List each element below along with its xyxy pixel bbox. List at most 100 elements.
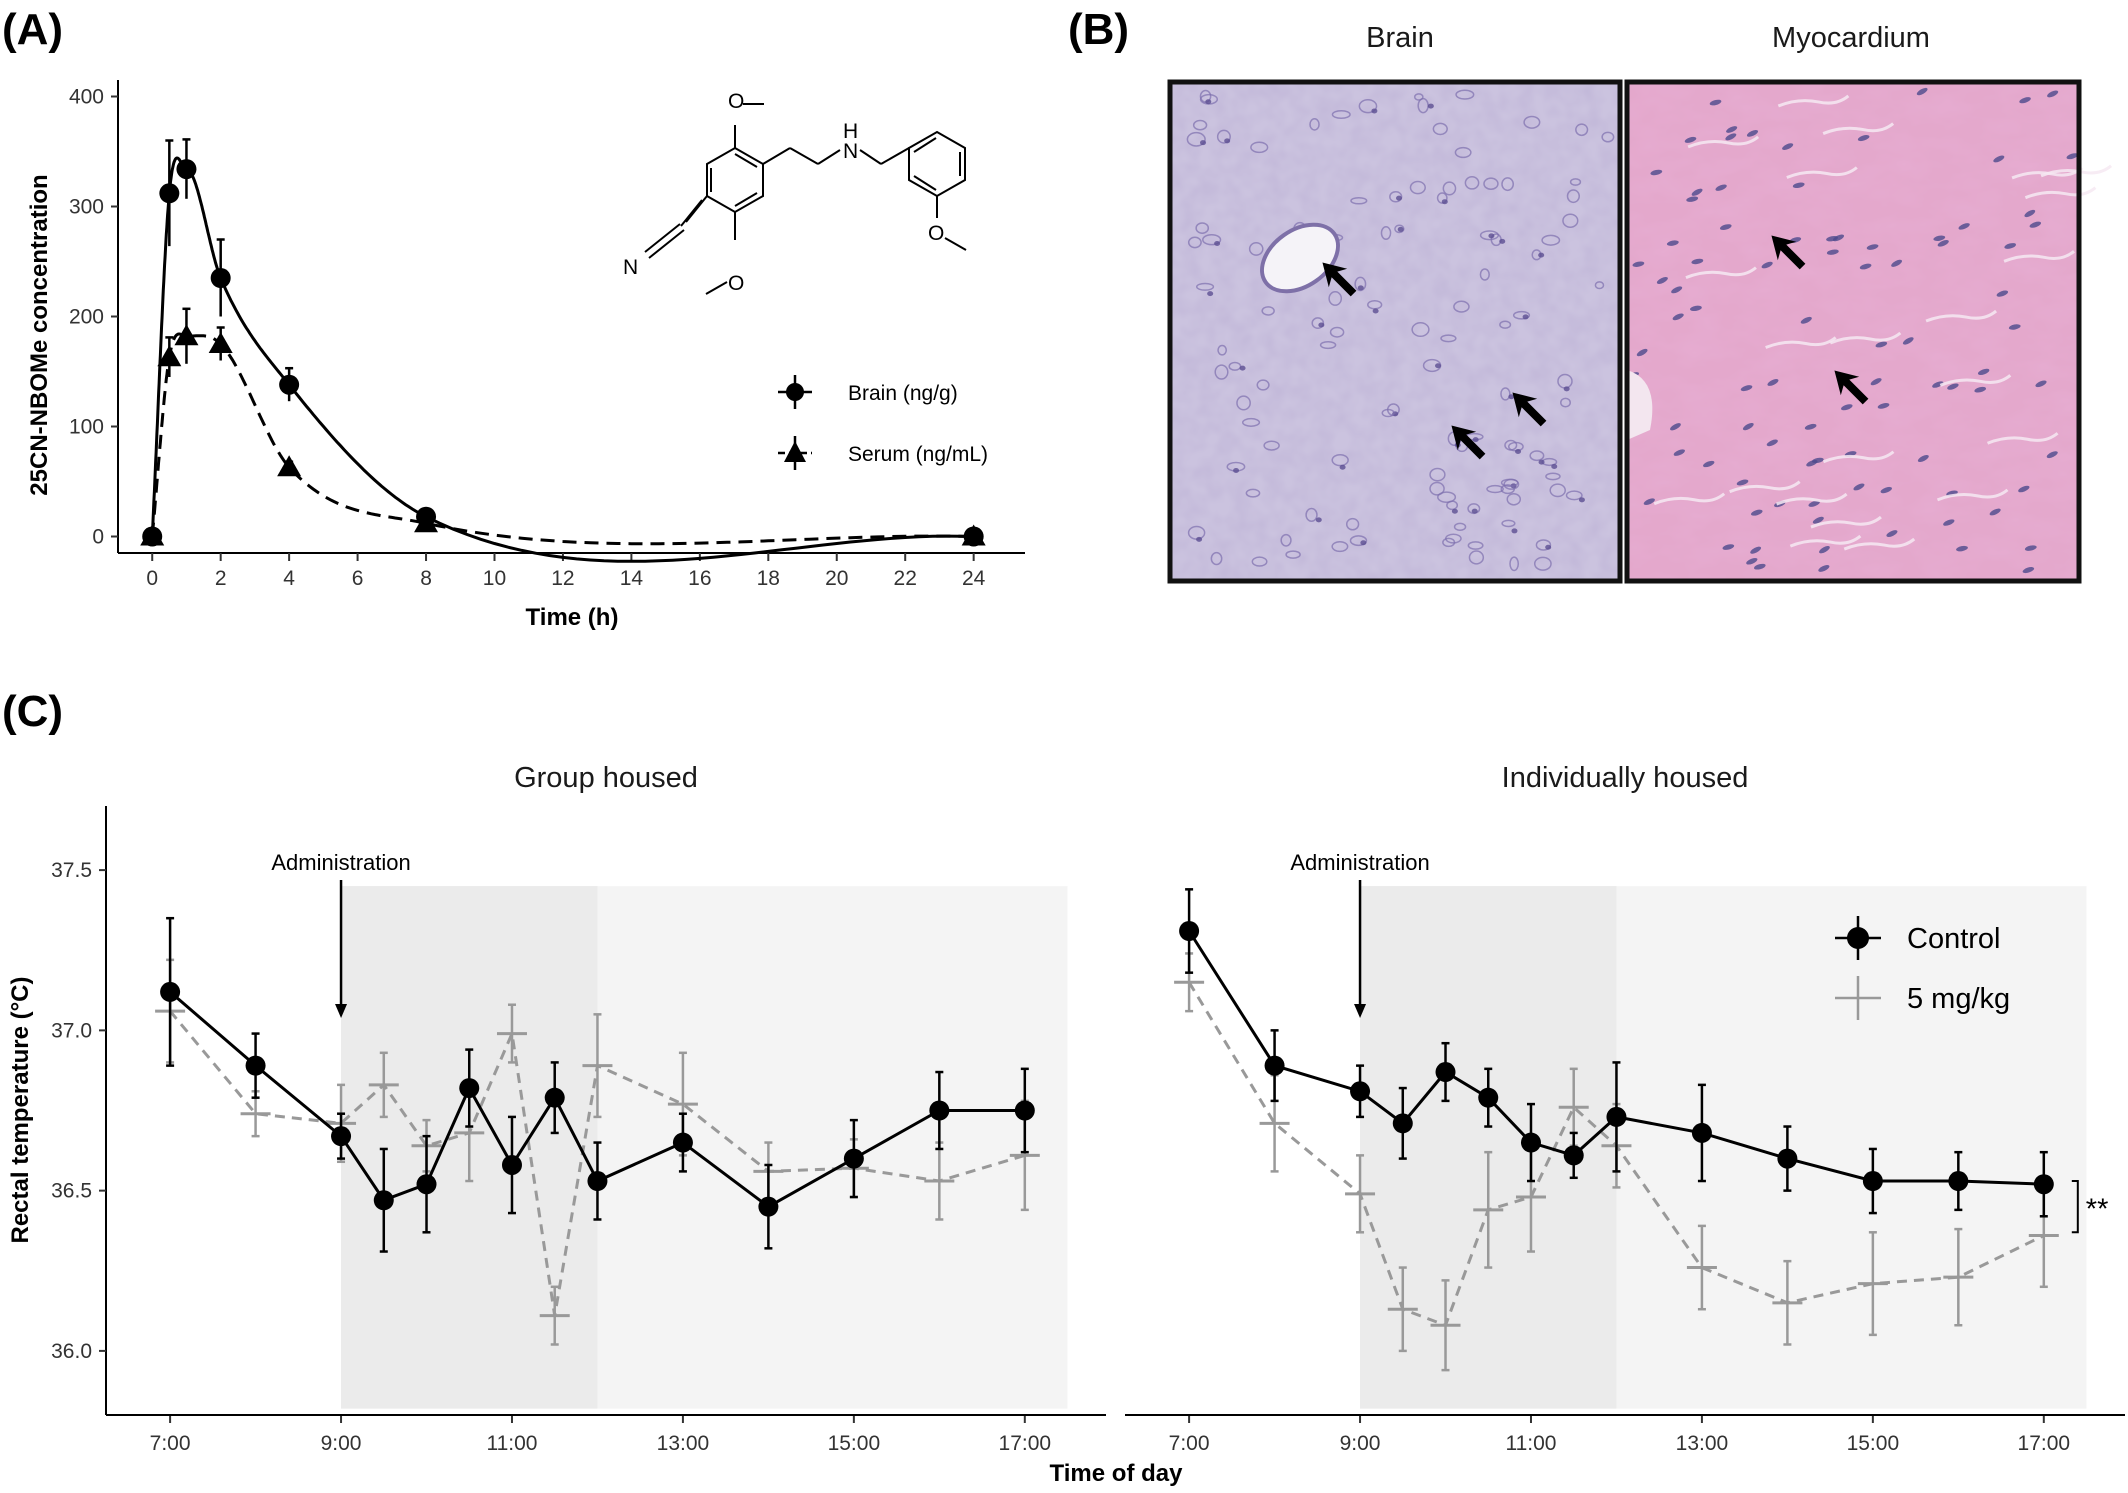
brain-cell [1442, 537, 1456, 548]
brain-cell [1429, 481, 1445, 496]
legend-serum-marker [784, 441, 806, 462]
brain-cell [1569, 178, 1582, 186]
myo-nucleus [2004, 243, 2017, 249]
myo-nucleus [1636, 348, 1648, 357]
myo-nucleus [1643, 498, 1655, 505]
brain-nucleus [1515, 449, 1522, 455]
myo-fiber-gap [2003, 250, 2076, 263]
pk-point-brain [176, 159, 197, 180]
brain-cell [1529, 450, 1545, 462]
control-point [1948, 1171, 1969, 1192]
pk-x-tick-label: 10 [483, 567, 506, 590]
arrow-icon [1512, 392, 1547, 427]
myo-fiber-gap [1786, 166, 1858, 179]
myo-fiber-gap [1822, 450, 1895, 464]
brain-nucleus [1196, 536, 1203, 542]
pk-y-tick-label: 300 [69, 196, 104, 219]
myo-nucleus [1880, 486, 1892, 494]
brain-nucleus [1205, 99, 1212, 105]
pk-x-tick-label: 20 [825, 567, 848, 590]
legend-control-label: Control [1907, 923, 2001, 955]
myo-nucleus [2066, 153, 2079, 160]
brain-cell [1455, 89, 1475, 100]
brain-cell [1305, 507, 1318, 522]
facet-title-individual: Individually housed [1502, 762, 1749, 794]
myo-nucleus [1819, 546, 1830, 554]
myo-fiber-gap [2024, 186, 2097, 200]
myo-nucleus [2018, 485, 2030, 493]
myo-nucleus [1656, 276, 1668, 284]
brain-cell [1250, 141, 1269, 154]
atom-h: H [843, 120, 858, 143]
myo-nucleus [1670, 423, 1681, 431]
brain-nucleus [1396, 195, 1403, 201]
myo-nucleus [1742, 422, 1754, 431]
temp-y-tick-label: 36.5 [51, 1180, 92, 1203]
brain-cell [1512, 310, 1531, 320]
brain-cell [1394, 224, 1405, 234]
myo-nucleus [2046, 451, 2058, 459]
brain-nucleus [1357, 285, 1364, 291]
brain-nucleus [1207, 291, 1214, 297]
myo-fiber-gap [1925, 309, 1998, 323]
myo-nucleus [1740, 385, 1753, 392]
brain-nucleus [1427, 103, 1434, 109]
myo-fiber-gap [1653, 492, 1726, 506]
brain-cell [1500, 484, 1515, 495]
myo-nucleus [2029, 221, 2042, 228]
myo-nucleus [1719, 224, 1732, 230]
temp-legend: Control 5 mg/kg [1835, 916, 2010, 1020]
brain-nucleus [1200, 140, 1207, 146]
pk-legend: Brain (ng/g) Serum (ng/mL) [778, 375, 988, 470]
brain-cell [1483, 177, 1499, 190]
temp-y-tick-label: 36.0 [51, 1340, 92, 1363]
myo-fiber-gap [1765, 336, 1837, 349]
myo-nucleus [1932, 381, 1944, 388]
myo-nucleus [1956, 545, 1968, 552]
pk-x-tick-label: 12 [551, 567, 574, 590]
myo-nucleus [1943, 519, 1955, 526]
myo-nucleus [1832, 234, 1845, 242]
pk-x-tick-label: 8 [420, 567, 432, 590]
control-point [1606, 1106, 1627, 1127]
myo-nucleus [1703, 460, 1715, 468]
atom-o-right: O [928, 222, 944, 245]
myo-nucleus [1766, 439, 1778, 447]
myo-fiber-gap [1936, 488, 2009, 502]
brain-cell [1442, 181, 1457, 196]
myo-nucleus [2035, 380, 2047, 388]
atom-n-amine: N [843, 140, 858, 163]
brain-nucleus [1508, 394, 1515, 400]
myo-nucleus [1886, 530, 1898, 538]
atom-n-nitrile: N [623, 256, 638, 279]
brain-cell [1437, 491, 1457, 503]
brain-nucleus [1372, 308, 1379, 314]
brain-nucleus [1538, 252, 1545, 258]
myo-fiber-gap [1729, 480, 1801, 494]
pk-point-serum [277, 455, 302, 477]
myo-nucleus [2047, 90, 2059, 98]
histology-title-brain: Brain [1366, 22, 1434, 54]
brain-nucleus [1233, 468, 1240, 474]
myo-nucleus [1841, 404, 1853, 411]
pk-x-tick-label: 24 [962, 567, 986, 590]
myo-nucleus [1671, 286, 1683, 294]
pk-y-tick-label: 400 [69, 86, 104, 109]
myo-nucleus [1722, 544, 1735, 550]
myo-nucleus [1709, 99, 1722, 106]
legend-brain-label: Brain (ng/g) [848, 382, 958, 405]
panel-label-b: (B) [1068, 5, 1129, 54]
brain-cell [1535, 539, 1552, 551]
brain-nucleus [1522, 314, 1529, 320]
brain-cell [1245, 488, 1261, 498]
brain-cell [1432, 122, 1448, 136]
control-point [1691, 1122, 1712, 1143]
myo-nucleus [1875, 341, 1888, 348]
myo-nucleus [1691, 258, 1704, 265]
myo-nucleus [1947, 383, 1959, 390]
brain-nucleus [1315, 517, 1322, 523]
pk-point-serum [961, 524, 986, 546]
brain-cell [1328, 290, 1343, 306]
myo-nucleus [1902, 337, 1914, 345]
